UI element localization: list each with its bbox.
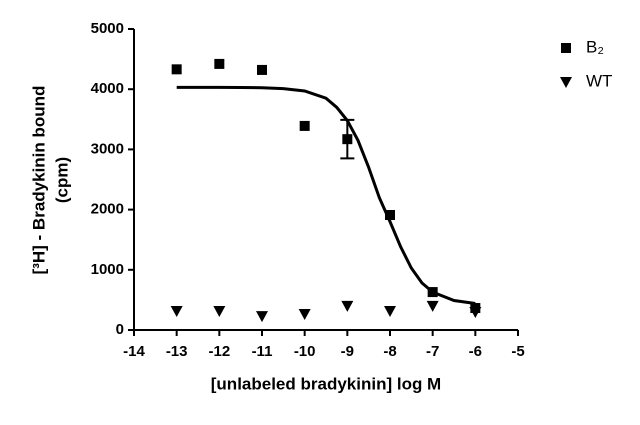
point [342,134,353,145]
point [299,120,310,131]
point [256,311,268,323]
legend-marker [560,77,572,88]
x-tick-label: -5 [511,343,524,360]
y-tick-label: 2000 [91,201,124,218]
y-tick-label: 1000 [91,261,124,278]
point [298,309,311,321]
x-tick-label: -6 [469,343,482,360]
x-tick-label: -13 [166,343,188,360]
point [341,300,354,312]
y-tick-label: 0 [116,321,124,338]
legend-label: WT [586,71,612,90]
point [384,306,396,318]
x-axis-title: [unlabeled bradykinin] log M [211,374,441,393]
point [427,287,438,298]
x-tick-label: -8 [383,343,396,360]
point [170,306,183,318]
x-tick-label: -14 [123,343,145,360]
point [426,300,439,312]
point [257,64,267,75]
x-tick-label: -12 [208,343,230,360]
fit-curve [176,85,476,305]
y-tick-label: 5000 [91,20,124,37]
y-axis-title: [³H] - Bradykinin bound [29,86,48,275]
x-tick-label: -11 [252,343,273,360]
x-tick-label: -10 [294,343,316,360]
y-tick-label: 3000 [91,140,124,157]
point [385,210,395,221]
legend-label: B₂ [586,37,604,56]
point [469,306,482,318]
point [171,64,182,75]
y-axis-title: (cpm) [52,157,71,203]
x-tick-label: -9 [341,343,354,360]
legend-marker [561,43,571,53]
point [214,58,225,69]
y-tick-label: 4000 [91,80,124,97]
point [213,306,226,318]
x-tick-label: -7 [426,343,439,360]
